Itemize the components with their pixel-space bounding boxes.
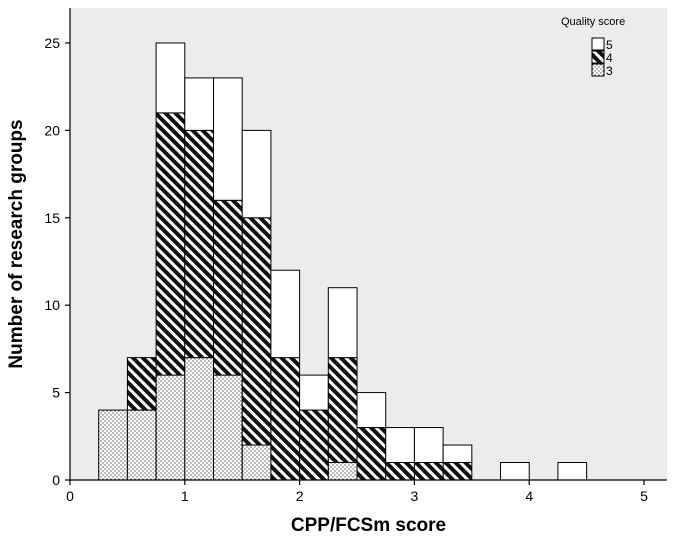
bar-segment-q5	[299, 374, 329, 411]
bar-segment-q4	[126, 357, 157, 411]
x-tick-label: 1	[181, 488, 189, 504]
x-tick-label: 2	[296, 488, 304, 504]
x-tick-label: 4	[525, 488, 533, 504]
y-tick-label: 5	[52, 385, 60, 401]
bar-segment-q3	[213, 374, 243, 481]
bar-segment-q3	[98, 409, 128, 481]
bar-segment-q5	[442, 444, 473, 464]
y-tick-label: 20	[44, 122, 60, 138]
bar-segment-q4	[442, 462, 473, 481]
legend: Quality score 543	[561, 16, 625, 78]
y-tick-label: 0	[52, 472, 60, 488]
x-tick-label: 5	[640, 488, 648, 504]
x-axis-title: CPP/FCSm score	[291, 515, 446, 536]
y-tick-label: 10	[44, 297, 60, 313]
bar-segment-q4	[241, 217, 272, 446]
y-axis-title: Number of research groups	[6, 119, 27, 368]
legend-label-q3: 3	[606, 64, 613, 78]
bar-segment-q3	[126, 409, 157, 481]
bar-segment-q5	[413, 427, 444, 464]
bar-segment-q4	[385, 462, 415, 481]
x-tick-label: 3	[411, 488, 419, 504]
y-tick-label: 15	[44, 210, 60, 226]
bar-segment-q4	[299, 409, 329, 481]
bar-segment-q3	[155, 374, 186, 481]
legend-label-q4: 4	[606, 51, 613, 65]
bar-segment-q4	[327, 357, 358, 464]
bar-segment-q5	[270, 269, 301, 359]
bar-segment-q4	[184, 129, 215, 359]
legend-swatch-q3	[591, 63, 605, 77]
bar-segment-q3	[184, 357, 215, 481]
bar-segment-q5	[241, 129, 272, 219]
bar-segment-q3	[327, 462, 358, 481]
legend-swatch-q4	[591, 50, 605, 64]
legend-swatch-q5	[591, 37, 605, 51]
bar-segment-q5	[356, 392, 387, 429]
y-tick-label: 25	[44, 35, 60, 51]
bar-segment-q4	[413, 462, 444, 481]
bar-segment-q4	[213, 199, 243, 376]
bar-segment-q5	[500, 462, 530, 481]
bar-segment-q4	[356, 427, 387, 481]
bar-segment-q4	[270, 357, 301, 481]
bar-segment-q5	[557, 462, 588, 481]
legend-label-q5: 5	[606, 38, 613, 52]
bar-segment-q4	[155, 112, 186, 376]
bar-segment-q5	[327, 287, 358, 359]
bar-segment-q5	[213, 77, 243, 201]
bar-segment-q5	[184, 77, 215, 131]
bar-segment-q5	[155, 42, 186, 114]
bar-segment-q3	[241, 444, 272, 481]
legend-title: Quality score	[561, 16, 625, 28]
x-tick-label: 0	[66, 488, 74, 504]
bar-segment-q5	[385, 427, 415, 464]
bars-group	[98, 42, 588, 481]
